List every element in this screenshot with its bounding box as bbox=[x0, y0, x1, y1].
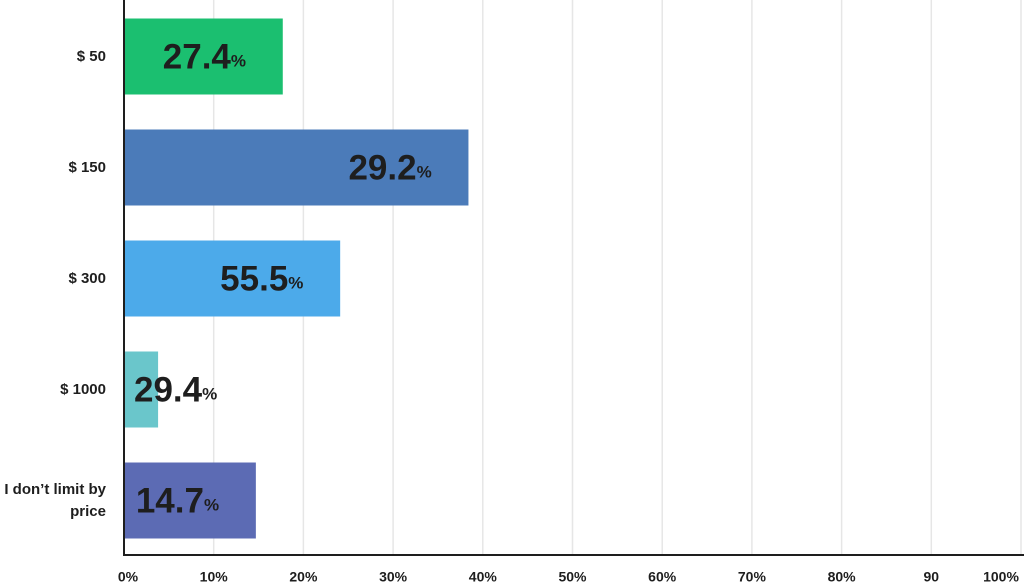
bar bbox=[124, 18, 283, 95]
y-tick-label: $ 50 bbox=[76, 47, 106, 65]
bar-label-number: 29.4 bbox=[134, 371, 203, 410]
bar-label-number: 27.4 bbox=[163, 38, 232, 77]
y-tick-label-box: $ 150 bbox=[68, 158, 106, 176]
y-tick-label: $ 300 bbox=[68, 269, 106, 287]
y-tick-label: I don’t limit by price bbox=[4, 480, 106, 520]
bar-label: 27.4% bbox=[163, 38, 246, 77]
x-tick-label: 100% bbox=[983, 569, 1019, 585]
bar bbox=[124, 462, 256, 539]
y-tick-label-box: I don’t limit by price bbox=[4, 480, 106, 520]
y-tick-label: $ 150 bbox=[68, 158, 106, 176]
x-tick-label: 20% bbox=[289, 569, 318, 585]
bar-label: 55.5% bbox=[220, 260, 303, 299]
x-tick-label: 10% bbox=[200, 569, 229, 585]
y-tick-label: $ 1000 bbox=[60, 380, 106, 398]
bar bbox=[124, 240, 341, 317]
x-tick-label: 50% bbox=[558, 569, 587, 585]
bar-label: 14.7% bbox=[136, 482, 219, 521]
y-tick-label-box: $ 1000 bbox=[60, 380, 106, 398]
bar bbox=[124, 129, 469, 206]
bar-label-unit: % bbox=[288, 274, 303, 293]
x-tick-label: 80% bbox=[828, 569, 857, 585]
x-tick-label: 30% bbox=[379, 569, 408, 585]
bar-label-unit: % bbox=[231, 52, 246, 71]
y-tick-label-box: $ 300 bbox=[68, 269, 106, 287]
y-tick-label-box: $ 50 bbox=[76, 47, 106, 65]
x-tick-label: 60% bbox=[648, 569, 677, 585]
x-tick-label: 90 bbox=[924, 569, 940, 585]
bar-label-unit: % bbox=[204, 496, 219, 515]
bar-label: 29.2% bbox=[348, 149, 431, 188]
x-tick-label: 70% bbox=[738, 569, 767, 585]
bar-label-number: 29.2 bbox=[348, 149, 416, 188]
x-tick-label: 40% bbox=[469, 569, 498, 585]
bar-label-unit: % bbox=[417, 163, 432, 182]
bar-label-number: 55.5 bbox=[220, 260, 288, 299]
bar-label-unit: % bbox=[202, 385, 217, 404]
x-tick-label: 0% bbox=[118, 569, 139, 585]
bar-label-number: 14.7 bbox=[136, 482, 204, 521]
bar bbox=[124, 351, 159, 428]
bar-label: 29.4% bbox=[134, 371, 217, 410]
